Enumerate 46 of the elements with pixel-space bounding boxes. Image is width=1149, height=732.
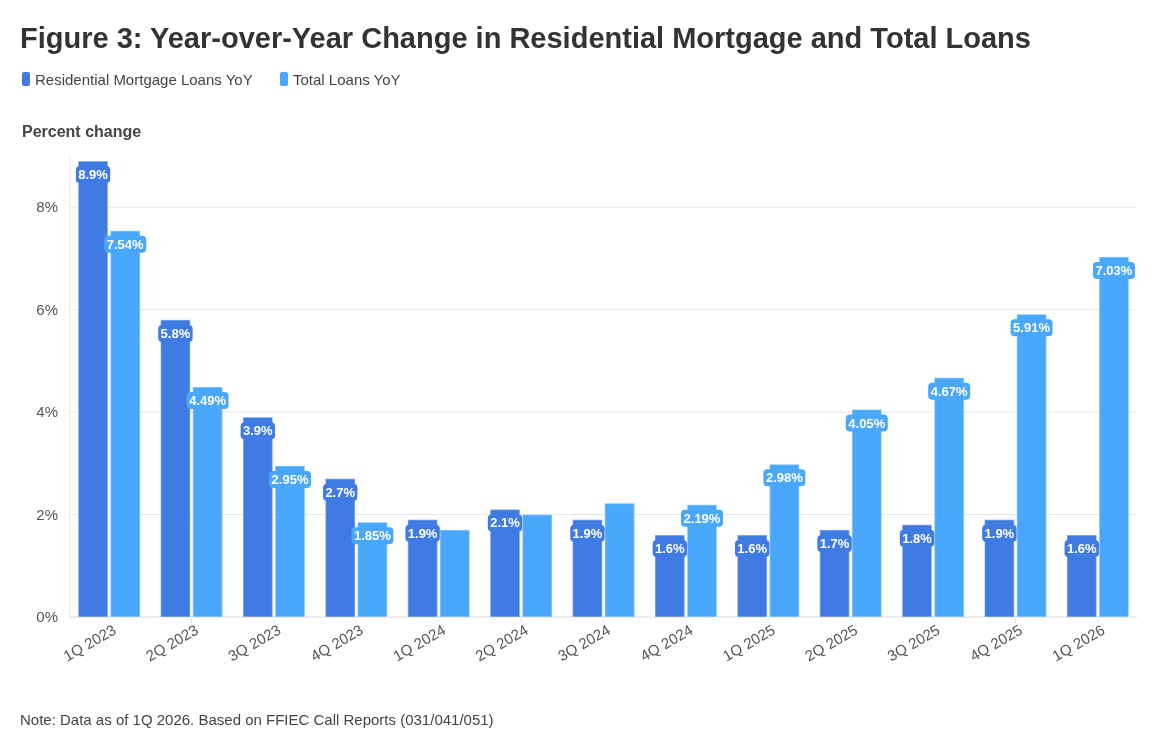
x-tick-label: 2Q 2024 xyxy=(472,620,531,665)
y-tick-label: 8% xyxy=(36,198,58,216)
y-tick-label: 0% xyxy=(36,608,58,625)
data-label: 7.03% xyxy=(1095,262,1133,278)
x-tick-label: 1Q 2023 xyxy=(60,620,119,665)
data-label: 5.8% xyxy=(160,325,191,341)
chart-title: Figure 3: Year-over-Year Change in Residential Mortgage and Total Loans xyxy=(20,22,1031,54)
y-tick-label: 2% xyxy=(36,505,58,523)
legend-label: Residential Mortgage Loans YoY xyxy=(35,71,253,88)
x-tick-label: 3Q 2024 xyxy=(554,620,613,665)
data-label: 1.7% xyxy=(819,535,850,551)
data-label: 2.1% xyxy=(490,515,521,531)
x-tick-label: 3Q 2023 xyxy=(225,620,284,665)
x-tick-label: 2Q 2023 xyxy=(142,620,202,665)
data-label: 1.8% xyxy=(902,530,933,546)
legend-label: Total Loans YoY xyxy=(293,71,401,88)
data-label: 1.6% xyxy=(654,541,686,557)
x-tick-label: 4Q 2023 xyxy=(307,620,366,665)
data-label: 2.7% xyxy=(325,484,356,500)
x-tick-label: 1Q 2024 xyxy=(389,620,449,665)
data-label: 1.9% xyxy=(984,525,1015,541)
data-label: 1.6% xyxy=(1066,541,1098,557)
data-label: 8.9% xyxy=(78,167,109,183)
data-label: 4.49% xyxy=(189,393,227,409)
x-tick-label: 1Q 2026 xyxy=(1049,620,1108,665)
x-tick-label: 3Q 2025 xyxy=(884,620,943,665)
y-tick-label: 6% xyxy=(36,300,58,318)
data-label: 7.54% xyxy=(106,236,145,252)
data-label: 4.05% xyxy=(848,415,886,431)
text: Note: Data as of 1Q 2026. Based on FFIEC Call Reports (031/041/051) xyxy=(20,711,494,728)
x-tick-label: 1Q 2025 xyxy=(719,620,778,665)
data-label: 2.95% xyxy=(271,471,309,487)
x-tick-label: 4Q 2025 xyxy=(966,620,1025,665)
data-label: 2.19% xyxy=(683,510,721,526)
data-label: 1.9% xyxy=(572,525,603,541)
x-tick-label: 4Q 2024 xyxy=(637,620,696,665)
data-label: 1.9% xyxy=(407,525,438,541)
data-label: 1.6% xyxy=(737,541,768,557)
data-label: 5.91% xyxy=(1013,320,1051,336)
y-tick-label: 4% xyxy=(36,403,58,421)
data-label: 4.67% xyxy=(930,383,969,399)
x-tick-label: 2Q 2025 xyxy=(801,620,861,665)
y-axis-title: Percent change xyxy=(22,123,142,140)
data-label: 1.85% xyxy=(353,528,392,544)
data-label: 2.98% xyxy=(765,470,804,486)
data-label: 3.9% xyxy=(243,423,274,439)
